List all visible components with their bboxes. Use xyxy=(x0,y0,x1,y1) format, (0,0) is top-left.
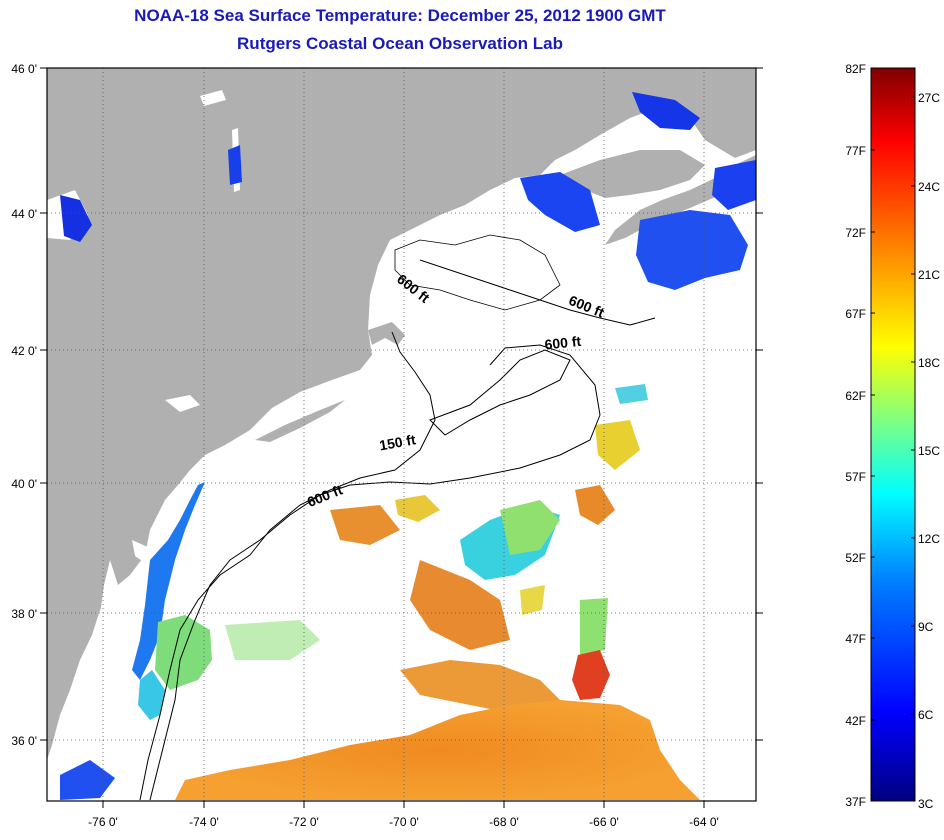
cb-label-9c: 9C xyxy=(918,620,934,634)
chesapeake-bay xyxy=(100,560,126,745)
map-title: NOAA-18 Sea Surface Temperature: Decembe… xyxy=(134,6,666,25)
cb-label-72f: 72F xyxy=(845,226,866,240)
long-island xyxy=(255,400,345,442)
sst-cold-patch-5 xyxy=(520,172,600,232)
lon-label-70: -70 0' xyxy=(389,815,419,829)
isobath-gulf-of-maine xyxy=(394,234,561,311)
cb-label-42f: 42F xyxy=(845,714,866,728)
land-mass-new-brunswick xyxy=(560,150,705,198)
sst-coastal-strip xyxy=(132,482,205,680)
colorbar-gradient xyxy=(870,67,916,802)
sst-orange-scatter-2 xyxy=(410,560,510,650)
cb-label-67f: 67F xyxy=(845,307,866,321)
lake-shape-3 xyxy=(165,395,200,412)
sst-cold-patch-1 xyxy=(60,195,92,242)
map-subtitle: Rutgers Coastal Ocean Observation Lab xyxy=(237,34,563,53)
cb-label-52f: 52F xyxy=(845,551,866,565)
cb-label-77f: 77F xyxy=(845,144,866,158)
isobath-600ft-south xyxy=(149,344,601,801)
isobath-georges-bank xyxy=(429,349,571,436)
sst-green-center xyxy=(500,500,560,555)
cb-label-21c: 21C xyxy=(918,268,940,282)
map-area: 600 ft 600 ft 600 ft 150 ft 600 ft xyxy=(47,68,756,801)
lon-label-72: -72 0' xyxy=(289,815,319,829)
cb-label-57f: 57F xyxy=(845,470,866,484)
lat-label-38: 38 0' xyxy=(11,607,37,621)
cb-label-37f: 37F xyxy=(845,795,866,809)
sst-cold-patch-2 xyxy=(632,92,700,130)
colorbar-f-labels: 82F 77F 72F 67F 62F 57F 52F 47F 42F 37F xyxy=(845,62,866,809)
lat-label-42: 42 0' xyxy=(11,344,37,358)
cb-label-3c: 3C xyxy=(918,797,934,811)
map-frame xyxy=(46,67,757,802)
lat-label-46: 46 0' xyxy=(11,62,37,76)
lon-label-76: -76 0' xyxy=(88,815,118,829)
sst-cyan-east xyxy=(615,384,648,404)
cb-label-47f: 47F xyxy=(845,632,866,646)
sst-coastal-cyan xyxy=(138,670,165,720)
sst-coastal-blue-south xyxy=(60,760,115,800)
sst-orange-scatter-3 xyxy=(575,485,615,525)
cb-label-27c: 27C xyxy=(918,91,940,105)
cb-label-6c: 6C xyxy=(918,708,934,722)
cb-label-12c: 12C xyxy=(918,532,940,546)
sst-warm-south-band xyxy=(175,700,700,800)
lake-shape-1 xyxy=(200,90,226,106)
lat-label-44: 44 0' xyxy=(11,207,37,221)
sst-cold-patch-3 xyxy=(712,160,756,210)
colorbar-ticks xyxy=(871,96,915,721)
sst-orange-scatter-1 xyxy=(330,505,400,545)
lon-label-66: -66 0' xyxy=(589,815,619,829)
contour-label-600ft-c: 600 ft xyxy=(544,333,582,353)
contour-label-150ft: 150 ft xyxy=(378,431,417,453)
sst-red-warm-spot xyxy=(572,650,610,700)
longitude-labels: -76 0' -74 0' -72 0' -70 0' -68 0' -66 0… xyxy=(88,815,719,829)
sst-yellow-patch-2 xyxy=(520,585,545,615)
latitude-labels: 46 0' 44 0' 42 0' 40 0' 38 0' 36 0' xyxy=(11,62,37,748)
cb-label-18c: 18C xyxy=(918,356,940,370)
cb-label-82f: 82F xyxy=(845,62,866,76)
sst-cold-patch-6 xyxy=(228,145,242,185)
lon-label-68: -68 0' xyxy=(489,815,519,829)
land-mass-northeast-us xyxy=(47,68,756,760)
cb-label-24c: 24C xyxy=(918,180,940,194)
cb-label-15c: 15C xyxy=(918,444,940,458)
lon-label-74: -74 0' xyxy=(189,815,219,829)
sst-orange-mid xyxy=(400,660,560,715)
isobath-150ft xyxy=(139,331,436,801)
colorbar: 82F 77F 72F 67F 62F 57F 52F 47F 42F 37F … xyxy=(845,62,940,811)
sst-cold-patch-4 xyxy=(636,210,748,290)
sst-green-patch-east xyxy=(580,598,608,655)
colorbar-c-labels: 27C 24C 21C 18C 15C 12C 9C 6C 3C xyxy=(918,91,940,811)
lon-label-64: -64 0' xyxy=(689,815,719,829)
cape-cod xyxy=(368,322,405,345)
sst-yellow-north xyxy=(395,495,440,522)
cb-label-62f: 62F xyxy=(845,389,866,403)
map-axis-ticks xyxy=(40,67,763,808)
lat-label-40: 40 0' xyxy=(11,477,37,491)
sst-green-scatter xyxy=(225,620,320,660)
lat-label-36: 36 0' xyxy=(11,734,37,748)
sst-yellow-east xyxy=(595,420,640,470)
